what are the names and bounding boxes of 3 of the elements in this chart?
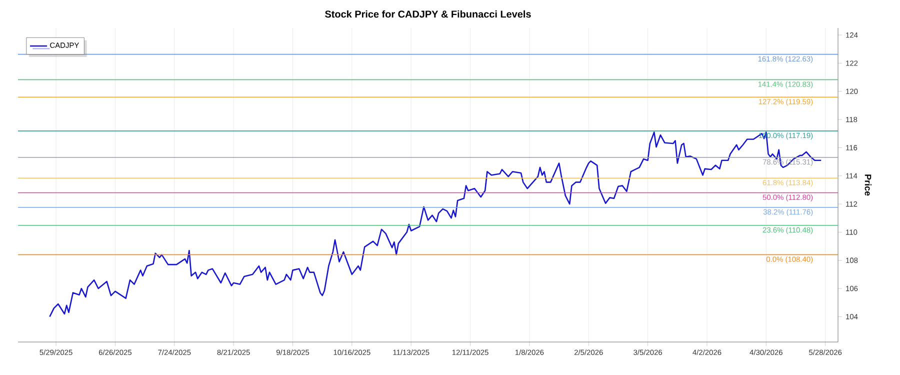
line-series [49, 132, 822, 318]
y-axis-title: Price [864, 174, 872, 196]
chart-title: Stock Price for CADJPY & Fibunacci Levels [325, 10, 531, 18]
